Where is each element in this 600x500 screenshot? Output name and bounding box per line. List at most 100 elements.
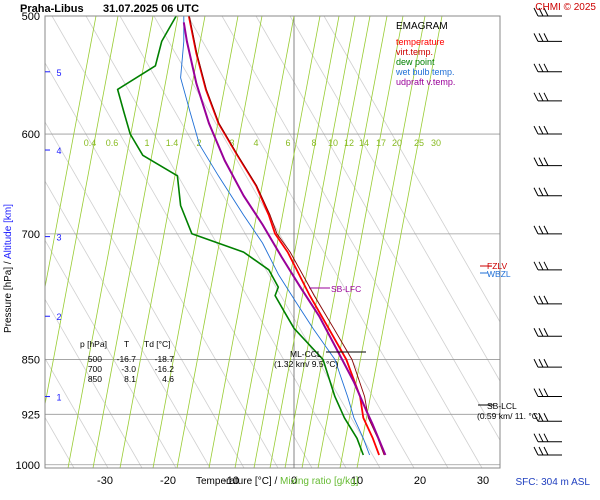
y-axis-title: Pressure [hPa] / Altitude [km]: [3, 204, 14, 333]
wind-barb-feather: [543, 388, 549, 397]
wind-barb: [533, 7, 562, 17]
wind-barb: [533, 261, 562, 271]
series-line-wet-bulb-temp: [180, 16, 371, 456]
wind-barb: [533, 358, 562, 368]
mixing-ratio-line: [67, 16, 154, 468]
plot-frame: [44, 15, 501, 469]
wind-barb-feather: [538, 295, 544, 305]
y-tick-label: 500: [22, 11, 40, 23]
x-tick-label: 10: [351, 475, 363, 487]
altitude-label: 3: [56, 233, 61, 243]
sb-lfc-label: SB-LFC: [331, 284, 361, 294]
wind-barb-feather: [533, 187, 539, 196]
wind-barb-feather: [543, 63, 549, 73]
wind-barb: [533, 388, 562, 398]
legend-item-virt-temp: virt.temp.: [396, 47, 433, 57]
wind-barb-feather: [533, 63, 539, 73]
mixing-ratio-line: [45, 16, 119, 407]
x-tick-label: 0: [291, 475, 297, 487]
wind-barb: [533, 433, 562, 443]
mixing-ratio-label: 0.6: [106, 138, 119, 148]
altitude-label: 1: [56, 393, 61, 403]
table-cell: -3.0: [121, 364, 136, 374]
legend-item-dew-point: dew point: [396, 57, 435, 67]
y-tick-label: 850: [22, 355, 40, 367]
y-tick-label: 925: [22, 409, 40, 421]
mixing-ratio-label: 0.4: [84, 138, 97, 148]
wind-barb: [533, 63, 562, 73]
table-header-t: T: [124, 339, 129, 349]
wbzl-label: WBZL: [487, 269, 511, 279]
wind-barb-feather: [538, 433, 544, 442]
y-axis-label-altitude: Altitude [km]: [3, 204, 14, 259]
series-layer: [116, 16, 387, 456]
altitude-label: 5: [56, 68, 61, 78]
wind-barb-feather: [543, 225, 549, 235]
wind-barb: [533, 187, 562, 197]
wind-barb-feather: [533, 7, 539, 17]
wind-barb: [533, 33, 562, 42]
table-cell: -16.2: [155, 364, 175, 374]
wind-barb: [533, 157, 562, 167]
mixing-ratio-line: [269, 16, 356, 468]
wind-barb-feather: [538, 33, 544, 42]
wind-barb: [533, 413, 562, 422]
wind-barb-feather: [533, 433, 539, 442]
wind-barb-feather: [543, 7, 549, 17]
dry-adiabat: [45, 298, 143, 468]
sb-lcl-label: SB-LCL: [487, 401, 517, 411]
altitude-label: 4: [56, 146, 61, 156]
mixing-ratio-label: 25: [414, 138, 424, 148]
wind-barb-feather: [538, 328, 544, 337]
y-axis-label: Pressure [hPa]: [3, 267, 14, 333]
wind-barb-feather: [543, 433, 549, 442]
table-cell: 850: [88, 374, 102, 384]
dry-adiabat: [45, 121, 245, 468]
mixing-ratio-line: [92, 16, 179, 468]
mixing-ratio-label: 30: [431, 138, 441, 148]
mixing-ratio-label: 8: [311, 138, 316, 148]
wind-barb: [533, 295, 562, 305]
wind-barb-feather: [543, 33, 549, 42]
wind-barb-feather: [538, 413, 544, 422]
x-tick-label: 30: [477, 475, 489, 487]
mixing-ratio-label: 12: [344, 138, 354, 148]
dry-adiabat: [153, 16, 415, 468]
mixing-ratio-line: [317, 16, 404, 468]
wind-barb-feather: [533, 328, 539, 337]
mixing-ratio-layer: 0.4 0.6 1 1.4 2 3 4 6 8 10 12 14 17 20 25 30: [45, 16, 443, 468]
dry-adiabat: [119, 16, 381, 468]
mixing-ratio-label: 6: [285, 138, 290, 148]
wind-barb-feather: [538, 7, 544, 17]
wind-barb-feather: [543, 413, 549, 422]
dry-adiabat: [45, 357, 109, 468]
wind-barb: [533, 446, 562, 456]
wind-barb-feather: [543, 328, 549, 337]
legend-item-temperature: temperature: [396, 37, 445, 47]
wind-barb-feather: [538, 63, 544, 73]
mixing-ratio-line: [339, 16, 426, 468]
sfc-label: SFC: 304 m ASL: [516, 477, 591, 488]
sounding-table: p [hPa] T Td [°C] 500 -16.7 -18.7 700 -3…: [80, 339, 174, 384]
mixing-ratio-line: [284, 16, 371, 468]
dry-adiabat: [255, 16, 500, 441]
table-cell: 4.6: [162, 374, 174, 384]
dry-adiabat: [45, 180, 211, 468]
series-line-temperature: [187, 16, 380, 456]
mixing-ratio-line: [176, 16, 263, 468]
wind-barb: [533, 328, 562, 337]
mixing-ratio-line: [208, 16, 295, 468]
wind-barb-feather: [543, 157, 549, 166]
x-axis-label-mixing: Mixing ratio [g/kg]: [280, 476, 359, 487]
mixing-ratio-label: 20: [392, 138, 402, 148]
wind-barb-feather: [543, 125, 549, 135]
mixing-ratio-label: 10: [328, 138, 338, 148]
mixing-ratio-line: [301, 16, 388, 468]
wind-barb-feather: [533, 413, 539, 422]
wind-barb-feather: [533, 33, 539, 42]
x-axis-title: Temperature [°C] / Mixing ratio [g/kg]: [196, 476, 359, 487]
mixing-ratio-line: [152, 16, 239, 468]
table-header-td: Td [°C]: [144, 339, 171, 349]
